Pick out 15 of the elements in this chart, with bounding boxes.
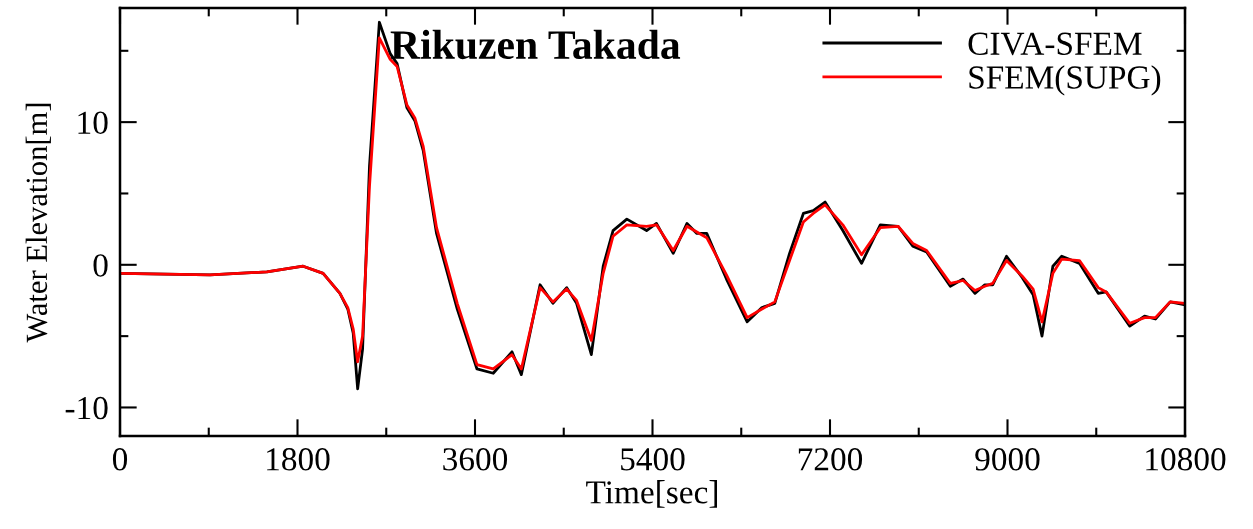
chart-title: Rikuzen Takada	[390, 29, 681, 60]
x-tick-label: 1800	[267, 448, 330, 471]
y-axis-title: Water Elevation[m]	[25, 103, 51, 343]
x-tick-label: 10800	[1146, 448, 1226, 471]
x-tick-label: 0	[112, 448, 128, 471]
y-tick-label: -10	[65, 396, 108, 420]
legend-label: CIVA-SFEM	[968, 32, 1142, 56]
y-tick-label: 0	[93, 254, 108, 277]
y-tick-label: 10	[78, 111, 108, 135]
x-tick-label: 3600	[443, 448, 508, 471]
x-tick-label: 7200	[798, 448, 863, 471]
x-tick-label: 5400	[621, 448, 685, 471]
legend-label: SFEM(SUPG)	[969, 65, 1161, 96]
x-axis-title: Time[sec]	[586, 480, 717, 508]
x-tick-label: 9000	[975, 448, 1040, 471]
